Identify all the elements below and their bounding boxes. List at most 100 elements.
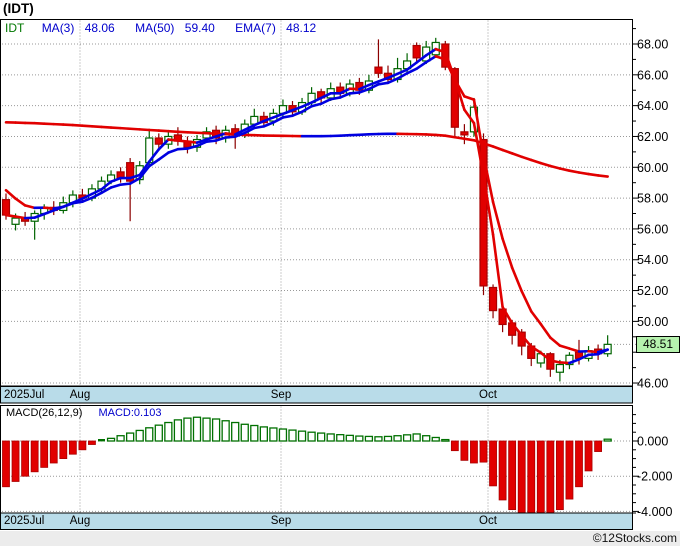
ma3-line [100, 180, 113, 191]
macd-panel-border [0, 405, 633, 514]
legend-ma50-label: MA(50) [135, 21, 175, 35]
ema7-line [482, 154, 495, 204]
macd-bar [383, 435, 393, 442]
ma3-line [319, 92, 333, 100]
ema7-line [4, 188, 17, 200]
ema7-line [253, 125, 266, 130]
ma50-line [167, 129, 180, 134]
macd-bar [374, 436, 383, 442]
macd-value-label: MACD:0.103 [98, 407, 162, 419]
macd-bar [250, 424, 259, 442]
macd-bar [536, 440, 545, 514]
macd-bar [59, 440, 68, 460]
price-axis-label: 50.00 [637, 315, 668, 329]
datebar2-label-oct: Oct [479, 515, 497, 527]
ema7-line [291, 110, 304, 118]
ema7-line [529, 310, 543, 326]
macd-bar [11, 440, 20, 482]
ma3-line [415, 54, 428, 64]
ma3-line [367, 80, 380, 87]
ma50-line [577, 171, 590, 176]
macd-bar [116, 435, 125, 442]
macd-bar [575, 440, 583, 488]
macd-bar [278, 428, 288, 442]
ema7-line [405, 67, 418, 75]
ma3-line [510, 322, 524, 337]
ma3-line [443, 50, 457, 81]
macd-bar [2, 440, 10, 488]
ema7-line [539, 322, 552, 339]
ema7-line [568, 347, 581, 353]
candle-body [11, 217, 20, 225]
macd-bar [326, 433, 335, 442]
ma3-line [501, 305, 514, 325]
last-price-badge: 48.51 [636, 336, 680, 353]
macd-bar [594, 440, 602, 452]
ma3-line [52, 205, 65, 212]
macd-bar [135, 429, 144, 442]
ma3-line [463, 108, 476, 125]
ma3-line [205, 135, 218, 141]
ma3-line [453, 77, 466, 112]
ma50-line [510, 152, 524, 159]
ma3-line [491, 233, 504, 309]
ma50-line [157, 129, 170, 133]
candle-body [374, 66, 383, 74]
ma3-line [358, 83, 371, 91]
ema7-line [157, 151, 170, 161]
ma50-line [482, 142, 495, 148]
ma50-line [90, 124, 103, 129]
macd-bar [546, 440, 555, 514]
ma50-line [100, 125, 113, 129]
ema7-line [262, 121, 275, 128]
ma3-line [33, 212, 46, 219]
ema7-line [520, 289, 533, 313]
datebar1-label-jul: 2025Jul [4, 389, 45, 401]
ema7-line [300, 104, 313, 114]
price-axis-label: 62.00 [637, 130, 668, 144]
ma3-line [405, 61, 418, 71]
macd-bar [173, 419, 183, 442]
datebar1-label-sep: Sep [270, 389, 292, 401]
ma50-line [558, 167, 571, 172]
ma50-line [119, 126, 132, 131]
ma3-line [568, 358, 581, 365]
ema7-line [472, 98, 485, 157]
ema7-line [348, 91, 361, 95]
legend-ma3-value: 48.06 [84, 21, 115, 35]
ma3-line [596, 348, 609, 356]
ma3-line [396, 68, 409, 76]
datebar2-label-sep: Sep [270, 515, 292, 527]
macd-bar [106, 437, 116, 442]
macd-bar [183, 417, 192, 442]
macd-bar [584, 440, 593, 472]
macd-bar [316, 432, 326, 442]
datebar2-label-jul: 2025Jul [4, 515, 45, 527]
candle-body [1, 199, 11, 216]
macd-header: MACD(26,12,9) MACD:0.103 [6, 407, 161, 419]
macd-bar [336, 434, 345, 442]
ema7-line [329, 96, 342, 101]
macd-bar [412, 433, 421, 442]
macd-bar [297, 430, 307, 442]
macd-bar [489, 440, 497, 487]
macd-bar [422, 435, 431, 442]
price-axis-label: 64.00 [637, 99, 668, 113]
footer-strip [0, 531, 680, 546]
macd-bar [364, 435, 374, 442]
ma50-line [549, 164, 562, 170]
ma50-line [443, 134, 457, 139]
macd-axis-label: -2.000 [637, 470, 672, 484]
ema7-line [233, 131, 247, 139]
macd-bar [154, 424, 163, 442]
date-bar-1 [0, 386, 633, 404]
macd-bar [517, 440, 526, 514]
ma50-line [128, 127, 141, 131]
ema7-line [138, 164, 151, 180]
ema7-line [147, 158, 161, 168]
macd-bar [126, 432, 135, 442]
macd-bar [470, 440, 478, 464]
candle-body [450, 68, 459, 128]
ma3-line [128, 173, 141, 180]
